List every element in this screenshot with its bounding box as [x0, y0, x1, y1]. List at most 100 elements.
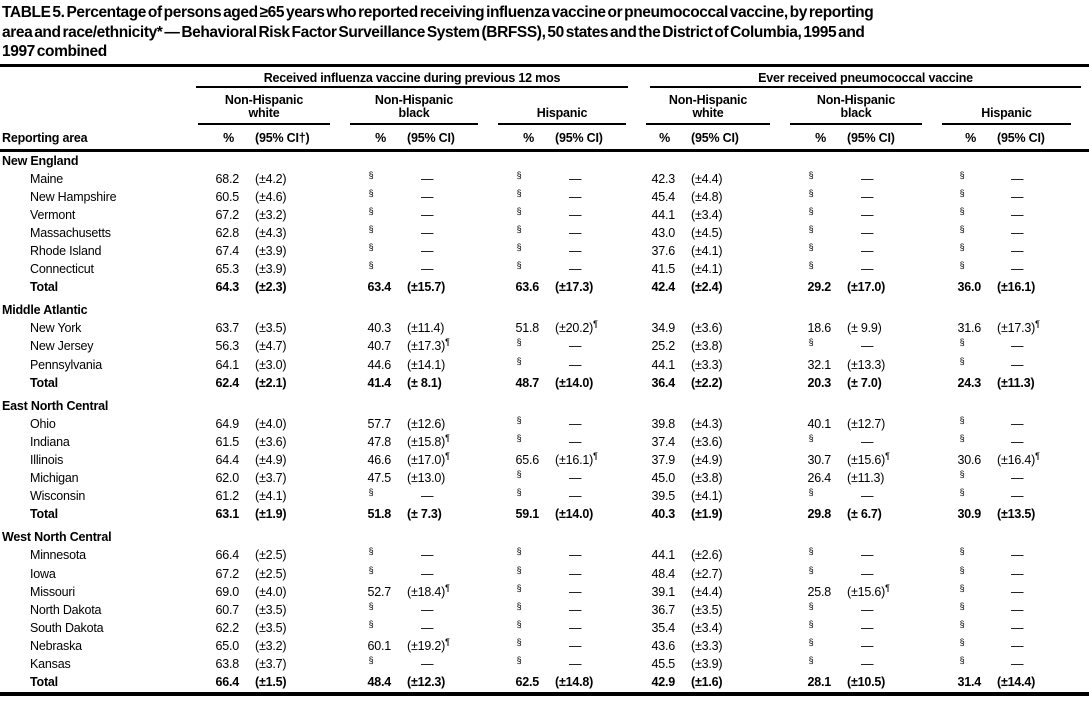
- ci-value: (±15.6): [847, 584, 886, 599]
- ci-cell: (± 6.7): [834, 505, 940, 523]
- ci-cell: —: [984, 433, 1089, 451]
- area-label: Maine: [30, 171, 64, 186]
- ci-value: (± 6.7): [847, 507, 882, 522]
- ci-value: (±19.2): [407, 638, 446, 653]
- ci-value: (±2.2): [691, 375, 723, 390]
- suppressed-marker: §: [959, 259, 965, 270]
- ci-cell: —: [542, 469, 644, 487]
- area-label: Ohio: [30, 416, 56, 431]
- no-data-dash: —: [1011, 416, 1024, 431]
- pct-cell: §: [940, 655, 984, 673]
- ci-value: (±13.3): [847, 357, 886, 372]
- ci-cell: —: [834, 619, 940, 637]
- no-data-dash: —: [421, 620, 434, 635]
- ci-cell: (±11.4): [394, 319, 496, 337]
- group-label-line: black: [398, 106, 430, 120]
- pct-cell: §: [940, 583, 984, 601]
- pct-value: 30.7: [807, 453, 831, 467]
- group-label-line: Non-Hispanic: [374, 92, 454, 107]
- ci-cell: —: [394, 546, 496, 564]
- ci-cell: (±14.4): [984, 673, 1089, 691]
- no-data-dash: —: [569, 566, 582, 581]
- pct-header: %: [523, 130, 534, 145]
- pct-header: %: [965, 130, 976, 145]
- vaccine-table: Received influenza vaccine during previo…: [0, 63, 1089, 697]
- wide-ci-marker: ¶: [445, 636, 450, 647]
- pct-cell: 48.4: [348, 673, 394, 691]
- ci-cell: (±14.0): [542, 505, 644, 523]
- pct-cell: 48.4: [644, 565, 678, 583]
- group-label-line: [942, 94, 1071, 108]
- pct-cell: §: [496, 242, 542, 260]
- ci-cell: (±17.0)¶: [394, 451, 496, 469]
- group-pneumo-nh-white: Non-Hispanic white: [646, 88, 770, 125]
- pct-cell: 31.6: [940, 319, 984, 337]
- suppressed-marker: §: [516, 564, 522, 575]
- area-label: Kansas: [30, 657, 71, 672]
- pct-cell: 24.3: [940, 374, 984, 392]
- pct-value: 36.4: [651, 375, 675, 390]
- ci-cell: (±12.6): [394, 415, 496, 433]
- pct-cell: §: [348, 206, 394, 224]
- pct-value: 51.8: [515, 321, 539, 336]
- ci-cell: —: [984, 487, 1089, 505]
- pct-cell: §: [940, 433, 984, 451]
- ci-cell: (±2.7): [678, 565, 788, 583]
- ci-cell: (±15.6)¶: [834, 451, 940, 469]
- ci-value: (±4.1): [691, 243, 723, 258]
- ci-value: (±20.2): [555, 321, 594, 336]
- area-label: New Jersey: [30, 339, 94, 354]
- suppressed-marker: §: [516, 187, 522, 198]
- ci-cell: (±4.4): [678, 170, 788, 188]
- ci-cell: —: [984, 170, 1089, 188]
- wide-ci-marker: ¶: [593, 450, 598, 461]
- group-label-line: white: [248, 106, 280, 120]
- ci-header: (95% CI): [847, 130, 895, 145]
- pct-value: 39.5: [651, 489, 675, 504]
- pct-cell: 57.7: [348, 415, 394, 433]
- no-data-dash: —: [861, 602, 874, 617]
- pct-value: 65.6: [515, 453, 539, 467]
- suppressed-marker: §: [368, 241, 374, 252]
- ci-value: (±3.8): [691, 339, 723, 354]
- group-flu-nh-white: Non-Hispanic white: [198, 88, 330, 125]
- suppressed-marker: §: [368, 546, 374, 557]
- pct-cell: 52.7: [348, 583, 394, 601]
- ci-value: (±4.3): [691, 416, 723, 431]
- pct-cell: 65.6: [496, 451, 542, 469]
- area-label: Total: [30, 675, 58, 690]
- ci-value: (±2.3): [255, 280, 287, 295]
- title-line: TABLE 5. Percentage of persons aged ≥65 …: [2, 4, 874, 21]
- no-data-dash: —: [861, 225, 874, 240]
- area-label: South Dakota: [30, 620, 104, 635]
- no-data-dash: —: [421, 262, 434, 277]
- group-flu-nh-black: Non-Hispanic black: [350, 88, 478, 125]
- ci-value: (±3.2): [255, 207, 287, 222]
- pct-cell: 34.9: [644, 319, 678, 337]
- suppressed-marker: §: [808, 205, 814, 216]
- table-row: Iowa 67.2 (±2.5) § — § — 48.4 (±2.7) § — § —: [0, 565, 1089, 583]
- area-label: Pennsylvania: [30, 357, 102, 372]
- suppressed-marker: §: [516, 636, 522, 647]
- pct-value: 66.4: [215, 675, 239, 690]
- pct-value: 41.4: [367, 375, 391, 390]
- pct-cell: §: [788, 433, 834, 451]
- ci-cell: (±4.1): [242, 487, 348, 505]
- ci-cell: —: [542, 356, 644, 374]
- pct-cell: §: [348, 546, 394, 564]
- ci-value: (±3.5): [255, 321, 287, 336]
- ci-cell: (±15.6)¶: [834, 583, 940, 601]
- ci-cell: (±16.1): [984, 278, 1089, 296]
- no-data-dash: —: [1011, 584, 1024, 599]
- pct-cell: 18.6: [788, 319, 834, 337]
- ci-value: (±17.3): [997, 321, 1036, 336]
- suppressed-marker: §: [516, 337, 522, 348]
- pct-cell: 40.3: [644, 505, 678, 523]
- pct-cell: §: [788, 224, 834, 242]
- ci-value: (±3.5): [255, 620, 287, 635]
- pct-cell: §: [788, 242, 834, 260]
- pct-value: 62.5: [515, 675, 539, 690]
- pct-cell: §: [940, 242, 984, 260]
- pct-value: 36.7: [651, 602, 675, 617]
- no-data-dash: —: [421, 243, 434, 258]
